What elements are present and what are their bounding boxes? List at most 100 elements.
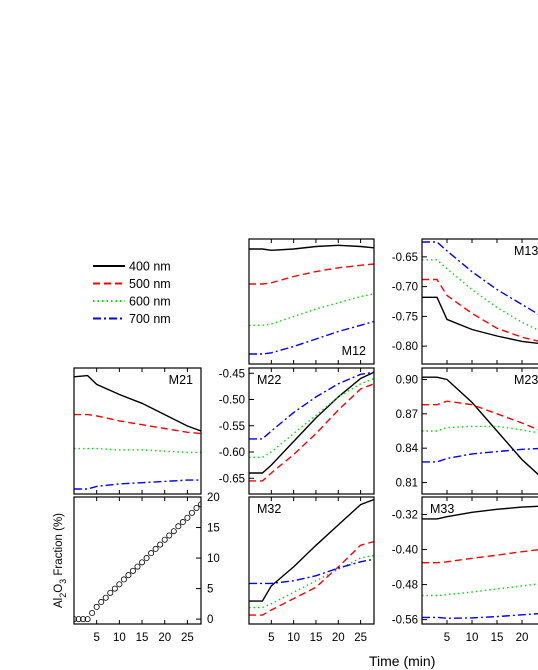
data-point — [84, 616, 91, 623]
legend-label-700nm: 700 nm — [129, 312, 171, 326]
y-tick-label: -0.56 — [392, 615, 418, 627]
data-point — [111, 585, 118, 592]
data-point — [129, 567, 136, 574]
x-tick-label: 20 — [516, 632, 529, 644]
y-tick-label: 0 — [207, 614, 213, 626]
y-axis-label-part: Fraction (%) — [53, 513, 65, 579]
panel-m22-ticks — [270, 368, 362, 494]
panel-m33-ticks — [446, 497, 523, 624]
y-tick-label: 0.90 — [396, 374, 418, 386]
series-400nm — [249, 498, 374, 602]
x-tick-label: 25 — [181, 632, 194, 644]
panel-title-m32: M32 — [257, 502, 281, 516]
series-400nm — [422, 296, 538, 345]
series-500nm — [249, 383, 374, 482]
panel-m22-frame — [248, 367, 375, 495]
series-500nm — [249, 263, 374, 285]
data-point — [143, 555, 150, 562]
y-tick-label: 5 — [207, 584, 213, 596]
y-tick-label: -0.50 — [219, 395, 245, 407]
x-tick-label: 25 — [354, 632, 367, 644]
y-tick-label: -0.48 — [392, 580, 418, 592]
panel-al2o3-ticks — [96, 497, 188, 624]
data-point — [170, 528, 177, 535]
x-tick-label: 20 — [332, 632, 345, 644]
panel-m33-frame — [421, 496, 538, 625]
series-500nm — [74, 413, 201, 435]
data-point — [188, 509, 195, 516]
panel-title-m21: M21 — [169, 373, 193, 387]
x-axis-label: Time (min) — [369, 653, 435, 669]
panel-title-m33: M33 — [430, 502, 454, 516]
panel-title-m23: M23 — [514, 373, 538, 387]
panel-al2o3-series — [74, 501, 201, 623]
series-500nm — [422, 400, 538, 431]
data-point — [116, 581, 123, 588]
x-tick-label: 10 — [113, 632, 126, 644]
series-700nm — [249, 558, 374, 585]
x-tick-label: 15 — [136, 632, 149, 644]
series-700nm — [249, 371, 374, 440]
data-point — [193, 504, 200, 511]
panel-m23-ticks — [446, 368, 523, 494]
panel-m13: -0.80 -0.75 -0.70 -0.65 M13 — [392, 238, 538, 365]
data-point — [75, 616, 82, 623]
y-axis-label-part: 3 — [58, 579, 68, 584]
data-point — [152, 545, 159, 552]
panel-m23: 0.81 0.84 0.87 0.90 M23 — [396, 367, 538, 495]
x-tick-label: 10 — [287, 632, 300, 644]
y-axis-label: Al2O3 Fraction (%) — [53, 513, 68, 608]
y-tick-label: -0.65 — [219, 473, 245, 485]
legend-label-600nm: 600 nm — [129, 295, 171, 309]
panel-m13-series — [422, 241, 538, 345]
panel-m23-frame — [421, 367, 538, 495]
data-point — [80, 616, 87, 623]
data-point — [175, 523, 182, 530]
data-point — [134, 563, 141, 570]
y-axis-label-part: Al — [53, 598, 65, 608]
data-point — [125, 572, 132, 579]
panel-title-m22: M22 — [257, 373, 281, 387]
data-point — [120, 576, 127, 583]
data-point — [139, 559, 146, 566]
series-400nm — [249, 244, 374, 252]
y-tick-label: 0.87 — [396, 409, 418, 421]
series-700nm — [422, 613, 538, 620]
panel-m33: -0.56 -0.48 -0.40 -0.32 5 10 15 20 M33 — [392, 496, 538, 644]
panel-m21: M21 — [73, 367, 202, 495]
x-tick-label: 20 — [158, 632, 171, 644]
y-tick-label: -0.40 — [392, 545, 418, 557]
panel-m33-series — [422, 505, 538, 620]
panel-m12-series — [249, 244, 374, 355]
x-tick-label: 5 — [268, 632, 274, 644]
y-tick-label: -0.75 — [392, 311, 418, 323]
panel-m21-ticks — [96, 368, 188, 494]
data-point — [89, 610, 96, 617]
y-tick-label: -0.32 — [392, 510, 418, 522]
panel-title-m12: M12 — [342, 344, 366, 358]
data-point — [107, 589, 114, 596]
panel-al2o3-frame — [73, 496, 202, 625]
y-tick-label: 20 — [207, 492, 220, 504]
x-tick-label: 10 — [466, 632, 479, 644]
series-400nm — [422, 376, 538, 476]
y-tick-label: -0.45 — [219, 368, 245, 380]
panel-m32-ticks — [270, 497, 362, 624]
panel-m13-frame — [421, 238, 538, 365]
legend: 400 nm 500 nm 600 nm 700 nm — [93, 260, 171, 326]
series-500nm — [422, 278, 538, 342]
data-point — [157, 541, 164, 548]
y-tick-label: -0.80 — [392, 341, 418, 353]
data-point — [98, 599, 105, 606]
data-point — [148, 550, 155, 557]
series-700nm — [422, 447, 538, 463]
panel-m21-series — [74, 374, 201, 490]
panel-m22: -0.65 -0.60 -0.55 -0.50 -0.45 M22 — [219, 367, 375, 495]
panel-m21-frame — [73, 367, 202, 495]
panels: M12 -0.80-0.75-0.70-0.65 M13M21-0.65-0.60-… — [53, 238, 538, 644]
series-700nm — [422, 241, 538, 315]
legend-label-500nm: 500 nm — [129, 277, 171, 291]
y-axis-label-part: 2 — [58, 593, 68, 598]
data-point — [184, 514, 191, 521]
